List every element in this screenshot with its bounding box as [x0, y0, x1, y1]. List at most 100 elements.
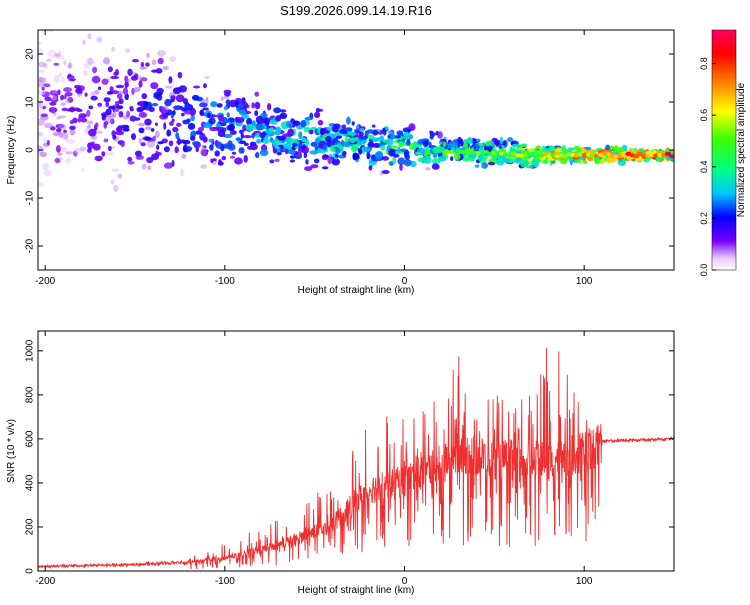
spectrogram-cell: [331, 158, 340, 166]
colorbar-tick-label: 0.0: [699, 264, 709, 277]
spectrogram-cell: [118, 98, 124, 105]
spectrogram-cell: [234, 157, 243, 165]
spectrogram-cell: [118, 111, 124, 118]
spectrogram-cell: [94, 155, 103, 162]
spectrogram-cell: [177, 71, 183, 79]
spectrogram-cell: [237, 102, 245, 109]
spectrogram-cell: [594, 157, 600, 165]
spectrogram-cell: [431, 163, 440, 170]
spectrogram-cell: [162, 66, 169, 70]
spectrogram-cell: [83, 62, 89, 69]
spectrogram-cell: [41, 86, 45, 91]
spectrogram-cell: [139, 66, 147, 70]
spectrogram-cell: [394, 135, 401, 139]
spectrogram-cell: [109, 86, 114, 92]
spectrogram-cell: [195, 147, 199, 153]
spectrogram-cell: [101, 78, 109, 85]
spectrogram-cell: [56, 128, 62, 133]
spectrogram-cell: [202, 136, 208, 143]
spectrogram-xtick-label: -200: [35, 276, 55, 287]
spectrogram-cell: [555, 147, 562, 153]
spectrogram-cell: [132, 59, 139, 63]
spectrogram-cell: [279, 109, 287, 113]
spectrogram-cell: [241, 114, 250, 119]
spectrogram-cell: [308, 129, 314, 135]
spectrogram-cell: [371, 124, 376, 128]
spectrogram-cell: [151, 59, 157, 66]
spectrogram-cell: [262, 138, 270, 144]
spectrogram-cell: [94, 89, 100, 95]
spectrogram-cell: [254, 101, 261, 110]
spectrogram-cell: [351, 145, 358, 153]
spectrogram-cell: [168, 76, 173, 84]
spectrogram-cell: [438, 141, 443, 145]
spectrogram-cell: [259, 149, 269, 157]
colorbar-gradient: [711, 29, 737, 271]
spectrogram-cell: [480, 146, 484, 150]
spectrogram-cell: [464, 157, 473, 161]
spectrogram-cell: [58, 157, 63, 161]
spectrogram-cell: [608, 156, 616, 163]
spectrogram-cell: [61, 107, 68, 112]
spectrogram-cell: [172, 109, 176, 116]
spectrogram-cell: [477, 154, 483, 162]
spectrogram-cell: [290, 118, 295, 124]
spectrogram-cell: [203, 121, 210, 129]
spectrogram-cell: [62, 95, 67, 100]
spectrogram-cell: [386, 138, 394, 146]
spectrogram-cell: [145, 62, 150, 67]
spectrogram-cell: [656, 155, 663, 161]
spectrogram-cell: [144, 126, 152, 130]
spectrogram-cell: [66, 108, 73, 112]
spectrogram-cell: [114, 107, 120, 112]
spectrogram-cell: [208, 117, 216, 125]
spectrogram-cell: [126, 78, 131, 83]
spectrogram-cell: [191, 94, 200, 101]
spectrogram-cell: [116, 90, 124, 95]
spectrogram-cell: [335, 148, 341, 154]
spectrogram-cell: [175, 94, 185, 103]
spectrogram-cell: [372, 143, 381, 148]
spectrogram-cell: [47, 49, 57, 58]
spectrogram-cell: [90, 95, 98, 101]
snr-xtick-label: -100: [215, 576, 235, 587]
spectrogram-cell: [303, 126, 311, 133]
spectrogram-cell: [351, 121, 355, 126]
spectrogram-cell: [317, 119, 324, 126]
spectrogram-cell: [163, 162, 173, 169]
colorbar-tick-label: 0.4: [699, 161, 709, 174]
spectrogram-cell: [235, 137, 243, 141]
spectrogram-cell: [392, 156, 397, 165]
spectrogram-cell: [313, 158, 320, 164]
spectrogram-cell: [137, 108, 145, 112]
spectrogram-cell: [57, 89, 61, 96]
spectrogram-cell: [91, 75, 101, 84]
spectrogram-cell: [292, 142, 298, 147]
spectrogram-cell: [168, 140, 174, 147]
spectrogram-cell: [300, 119, 307, 128]
colorbar-label: Normalized spectral amplitude: [736, 82, 747, 217]
spectrogram-cell: [111, 168, 120, 172]
snr-ytick-label: 1000: [25, 339, 36, 362]
spectrogram-cell: [165, 85, 173, 89]
spectrogram-cell: [108, 145, 112, 152]
spectrogram-cell: [69, 129, 76, 136]
spectrogram-cell: [243, 142, 249, 146]
spectrogram-cell: [169, 121, 174, 126]
spectrogram-cell: [38, 118, 45, 126]
spectrogram-cell: [116, 93, 123, 99]
spectrogram-cell: [105, 101, 109, 108]
spectrogram-cell: [96, 36, 102, 42]
spectrogram-cell: [209, 127, 219, 132]
spectrogram-cell: [511, 143, 520, 148]
spectrogram-cell: [227, 143, 236, 151]
spectrogram-cell: [255, 115, 264, 124]
spectrogram-ridge-cell: [668, 154, 674, 159]
spectrogram-cell: [268, 127, 275, 132]
spectrogram-cell: [388, 148, 396, 157]
spectrogram-cell: [154, 130, 160, 139]
spectrogram-cell: [371, 137, 379, 143]
spectrogram-cell: [104, 115, 114, 124]
